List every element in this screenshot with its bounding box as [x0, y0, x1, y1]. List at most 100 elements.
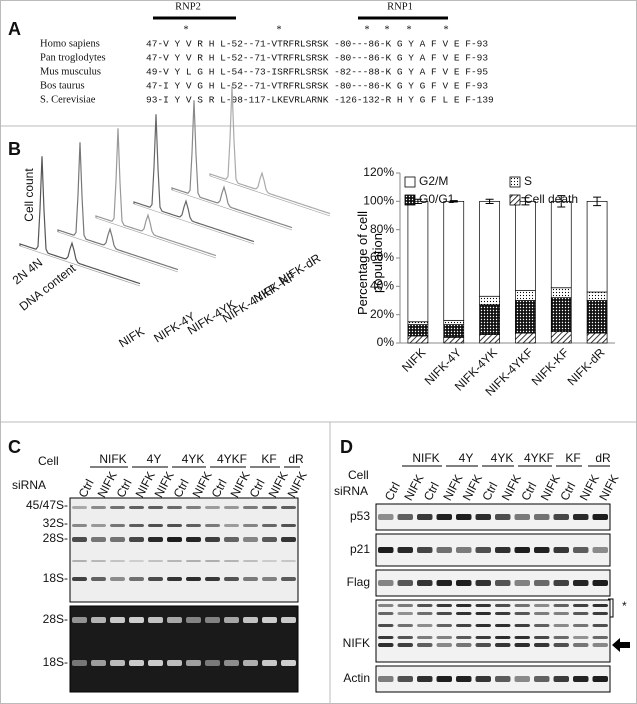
blot-band: [110, 617, 125, 623]
blot-band: [534, 514, 550, 520]
blot-band: [417, 604, 433, 607]
panel-label: D: [340, 437, 353, 457]
panel-label: B: [8, 139, 21, 159]
blot-band: [186, 506, 201, 509]
blot-band: [436, 547, 452, 553]
blot-band: [205, 537, 220, 542]
blot-band: [592, 636, 608, 639]
bar-segment: [586, 332, 608, 344]
blot-band: [243, 537, 258, 542]
blot-band: [495, 580, 511, 586]
blot-band: [475, 514, 491, 520]
blot-band: [186, 537, 201, 542]
blot-band: [495, 514, 511, 520]
blot-band: [91, 617, 106, 623]
blot-band: [262, 617, 277, 623]
blot-band: [436, 612, 452, 615]
blot-band: [110, 660, 125, 666]
blot-band: [378, 676, 394, 682]
x-tick-label: NIFK-dR: [565, 345, 608, 388]
sequence: 93-I Y V S R L-98-117-LKEVRLARNK -126-13…: [146, 95, 494, 106]
bar-segment: [515, 332, 536, 344]
blot-band: [573, 612, 589, 615]
bar-segment: [586, 200, 608, 293]
bar-segment: [407, 335, 429, 344]
blot-band: [514, 604, 530, 607]
bar-segment: [443, 336, 465, 344]
blot-band: [186, 577, 201, 581]
y-tick-label: 120%: [363, 165, 394, 179]
blot-band: [129, 560, 144, 562]
sequence: 47-V Y V R H L-52--71-VTRFRLSRSK -80---8…: [146, 39, 488, 50]
blot-band: [534, 676, 550, 682]
axis-label: Cell count: [22, 168, 36, 222]
y-tick-label: 80%: [370, 222, 394, 236]
blot-band: [262, 560, 277, 562]
blot-band: [573, 643, 589, 647]
bar-segment: [407, 321, 429, 325]
blot-band: [72, 524, 87, 527]
blot-band: [186, 660, 201, 666]
histogram-floor: [171, 189, 293, 231]
lane-label: NIFK: [596, 472, 621, 503]
legend-label: S: [524, 174, 532, 188]
blot-band: [592, 580, 608, 586]
blot-band: [378, 636, 394, 639]
row-label: Cell: [38, 454, 59, 468]
blot-band: [475, 612, 491, 615]
blot-band: [456, 514, 472, 520]
blot-band: [553, 604, 569, 607]
blot-band: [553, 636, 569, 639]
blot-band: [514, 580, 530, 586]
blot-band: [110, 506, 125, 509]
blot-band: [514, 612, 530, 615]
band-label: 32S-: [43, 516, 68, 530]
blot-band: [167, 560, 182, 562]
blot-band: [534, 643, 550, 647]
blot-band: [91, 524, 106, 527]
blot-band: [72, 617, 87, 623]
blot-band: [205, 577, 220, 581]
blot-band: [243, 560, 258, 562]
band-label: 45/47S-: [26, 498, 68, 512]
group-label: 4Y: [459, 451, 474, 465]
bar-segment: [407, 200, 429, 323]
motif-label: RNP1: [387, 1, 413, 12]
blot-band: [129, 524, 144, 527]
blot-band: [243, 617, 258, 623]
blot-band: [129, 537, 144, 542]
blot-band: [436, 604, 452, 607]
band-label: 18S-: [43, 571, 68, 585]
species-name: Pan troglodytes: [40, 52, 106, 63]
blot-band: [129, 660, 144, 666]
bar-segment: [586, 291, 608, 301]
conserved-marker: *: [183, 24, 188, 35]
blot-band: [514, 676, 530, 682]
blot-band: [514, 643, 530, 647]
blot-band: [456, 676, 472, 682]
blot-band: [534, 580, 550, 586]
error-bar: [521, 197, 530, 206]
blot-band: [475, 676, 491, 682]
blot-band: [129, 617, 144, 623]
blot-band: [91, 560, 106, 562]
histogram-category: NIFK: [116, 324, 147, 350]
blot-band: [224, 617, 239, 623]
blot-band: [378, 624, 394, 627]
group-label: 4YKF: [524, 451, 554, 465]
blot-band: [224, 524, 239, 527]
blot-band: [186, 560, 201, 562]
histogram-trace: [209, 86, 331, 215]
blot-band: [224, 560, 239, 562]
legend-label: Cell death: [524, 192, 578, 206]
blot-band: [205, 660, 220, 666]
blot-band: [592, 514, 608, 520]
blot-band: [378, 643, 394, 647]
blot-band: [573, 604, 589, 607]
blot-band: [592, 612, 608, 615]
blot-band: [262, 506, 277, 509]
blot-band: [397, 676, 413, 682]
blot-band: [514, 547, 530, 553]
blot-band: [534, 636, 550, 639]
